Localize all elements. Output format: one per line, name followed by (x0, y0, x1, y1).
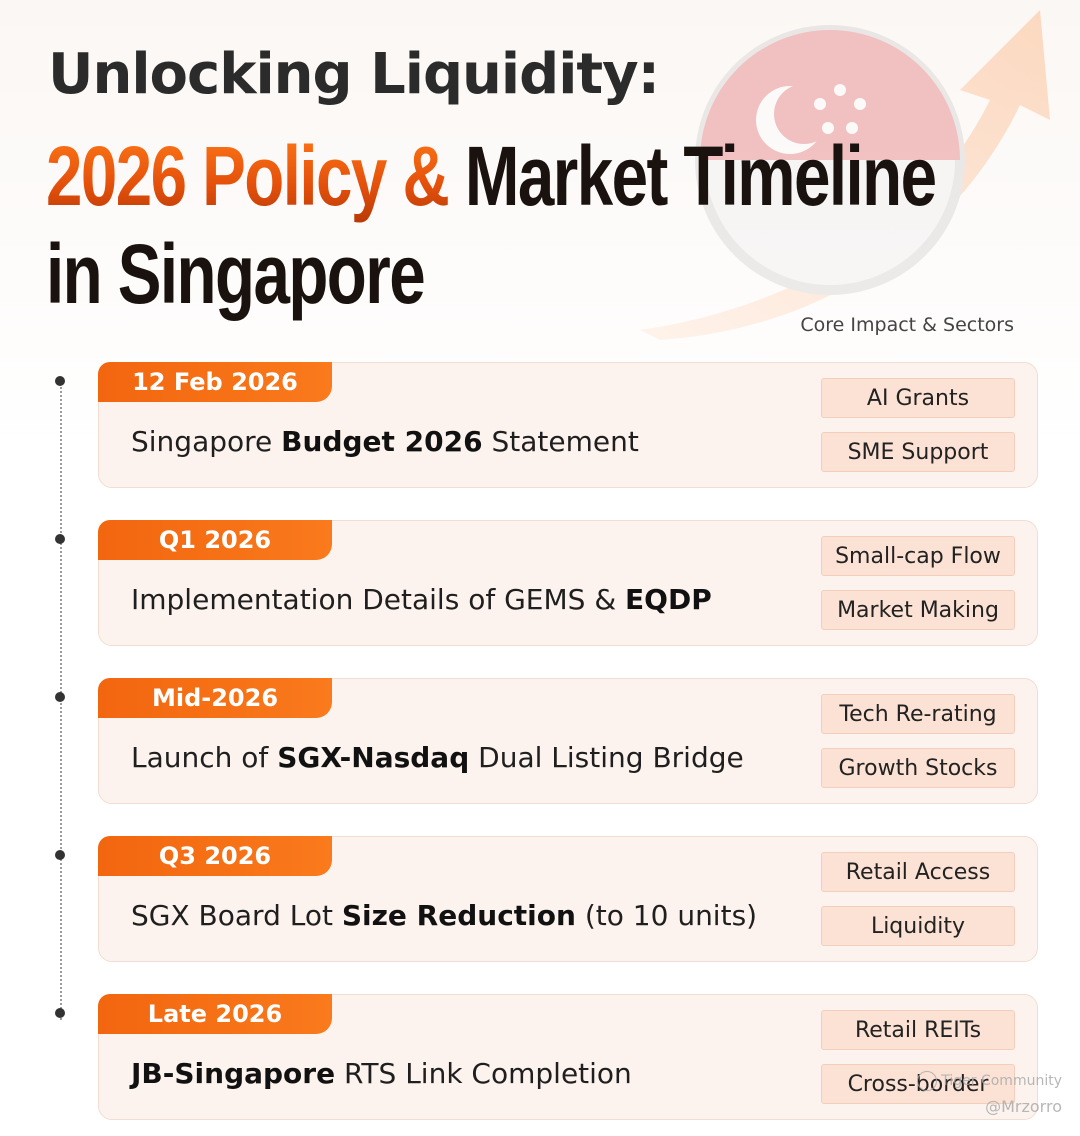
sector-tag: Retail REITs (821, 1010, 1015, 1050)
date-badge: Mid-2026 (98, 678, 332, 718)
title-line-1: Unlocking Liquidity: (48, 42, 660, 107)
sector-tag: Tech Re-rating (821, 694, 1015, 734)
singapore-flag-coin-arrow-illustration (640, 10, 1050, 340)
date-badge: 12 Feb 2026 (98, 362, 332, 402)
sector-tag: SME Support (821, 432, 1015, 472)
event-title: Implementation Details of GEMS & EQDP (131, 583, 712, 616)
sector-tag: AI Grants (821, 378, 1015, 418)
watermark: Tiger Community @Mrzorro (917, 1068, 1062, 1120)
timeline-dot (55, 376, 65, 386)
watermark-brand: Tiger Community (917, 1068, 1062, 1094)
column-header: Core Impact & Sectors (800, 314, 1014, 336)
timeline-card: Late 2026 JB-Singapore RTS Link Completi… (98, 994, 1038, 1120)
sector-tag: Liquidity (821, 906, 1015, 946)
sector-tag: Growth Stocks (821, 748, 1015, 788)
timeline-card: Q3 2026 SGX Board Lot Size Reduction (to… (98, 836, 1038, 962)
date-badge: Q3 2026 (98, 836, 332, 876)
sector-tag: Small-cap Flow (821, 536, 1015, 576)
title-highlight: 2026 Policy & (46, 129, 465, 223)
timeline-dot (55, 1008, 65, 1018)
date-badge: Late 2026 (98, 994, 332, 1034)
date-badge: Q1 2026 (98, 520, 332, 560)
event-title: SGX Board Lot Size Reduction (to 10 unit… (131, 899, 758, 932)
timeline-dot (55, 534, 65, 544)
timeline-dot (55, 692, 65, 702)
event-title: Singapore Budget 2026 Statement (131, 425, 639, 458)
sector-tag: Market Making (821, 590, 1015, 630)
sector-tag: Retail Access (821, 852, 1015, 892)
timeline-card: 12 Feb 2026 Singapore Budget 2026 Statem… (98, 362, 1038, 488)
title-line-3: in Singapore (46, 227, 426, 321)
tiger-logo-icon (917, 1071, 938, 1091)
event-title: Launch of SGX-Nasdaq Dual Listing Bridge (131, 741, 744, 774)
title-dark-part: Market Timeline (464, 129, 937, 223)
event-title: JB-Singapore RTS Link Completion (131, 1057, 632, 1090)
timeline-card: Q1 2026 Implementation Details of GEMS &… (98, 520, 1038, 646)
timeline-card: Mid-2026 Launch of SGX-Nasdaq Dual Listi… (98, 678, 1038, 804)
watermark-handle: @Mrzorro (985, 1097, 1062, 1116)
timeline-dot (55, 850, 65, 860)
title-line-2: 2026 Policy & Market Timeline (46, 126, 937, 226)
